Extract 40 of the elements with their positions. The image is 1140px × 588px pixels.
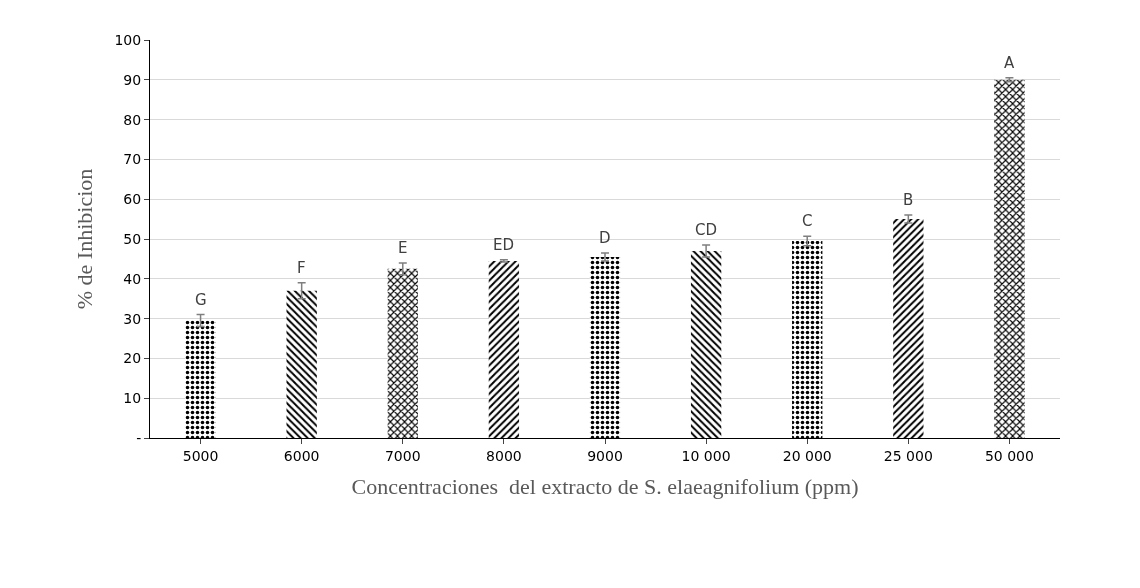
y-tick-label: 70	[123, 151, 142, 168]
x-tick-label: 10 000	[681, 447, 731, 464]
x-tick-label: 6000	[283, 447, 320, 464]
y-tick-label: 40	[123, 270, 142, 287]
data-label: CD	[695, 221, 718, 239]
data-label: ED	[493, 236, 515, 254]
y-tick-label: 30	[123, 310, 142, 327]
data-label: G	[195, 291, 207, 309]
x-tick-label: 25 000	[883, 447, 933, 464]
data-label: C	[802, 212, 813, 230]
y-tick-label: 80	[123, 111, 142, 128]
x-tick-label: 5000	[182, 447, 219, 464]
x-tick-label: 9000	[587, 447, 623, 464]
bar	[690, 250, 722, 438]
data-label: D	[599, 229, 611, 247]
bar	[185, 320, 216, 438]
x-tick-label: 8000	[486, 447, 522, 464]
data-label: B	[903, 191, 914, 209]
x-axis-title: Concentraciones del extracto de S. elaeagnifolium (ppm)	[351, 473, 859, 499]
y-tick-label: 50	[123, 230, 142, 247]
data-label: E	[398, 239, 408, 257]
y-tick-label: 20	[123, 350, 142, 367]
y-tick-label: 90	[123, 71, 142, 88]
y-tick-label: 60	[123, 191, 142, 208]
bar	[488, 260, 520, 438]
bar	[994, 79, 1025, 438]
y-tick-label: 100	[114, 31, 142, 48]
x-tick-label: 7000	[384, 447, 421, 464]
bar	[387, 268, 418, 438]
bar	[286, 290, 317, 438]
x-tick-label: 50 000	[984, 447, 1034, 464]
data-label: A	[1004, 54, 1015, 72]
bar	[893, 219, 924, 438]
y-axis-title: % de Inhibicion	[72, 168, 98, 310]
x-tick-label: 20 000	[782, 447, 832, 464]
y-tick-label: 10	[123, 390, 142, 407]
bar	[589, 256, 621, 438]
y-tick-label: -	[136, 429, 142, 446]
data-label: F	[297, 259, 306, 277]
bar	[792, 240, 823, 438]
